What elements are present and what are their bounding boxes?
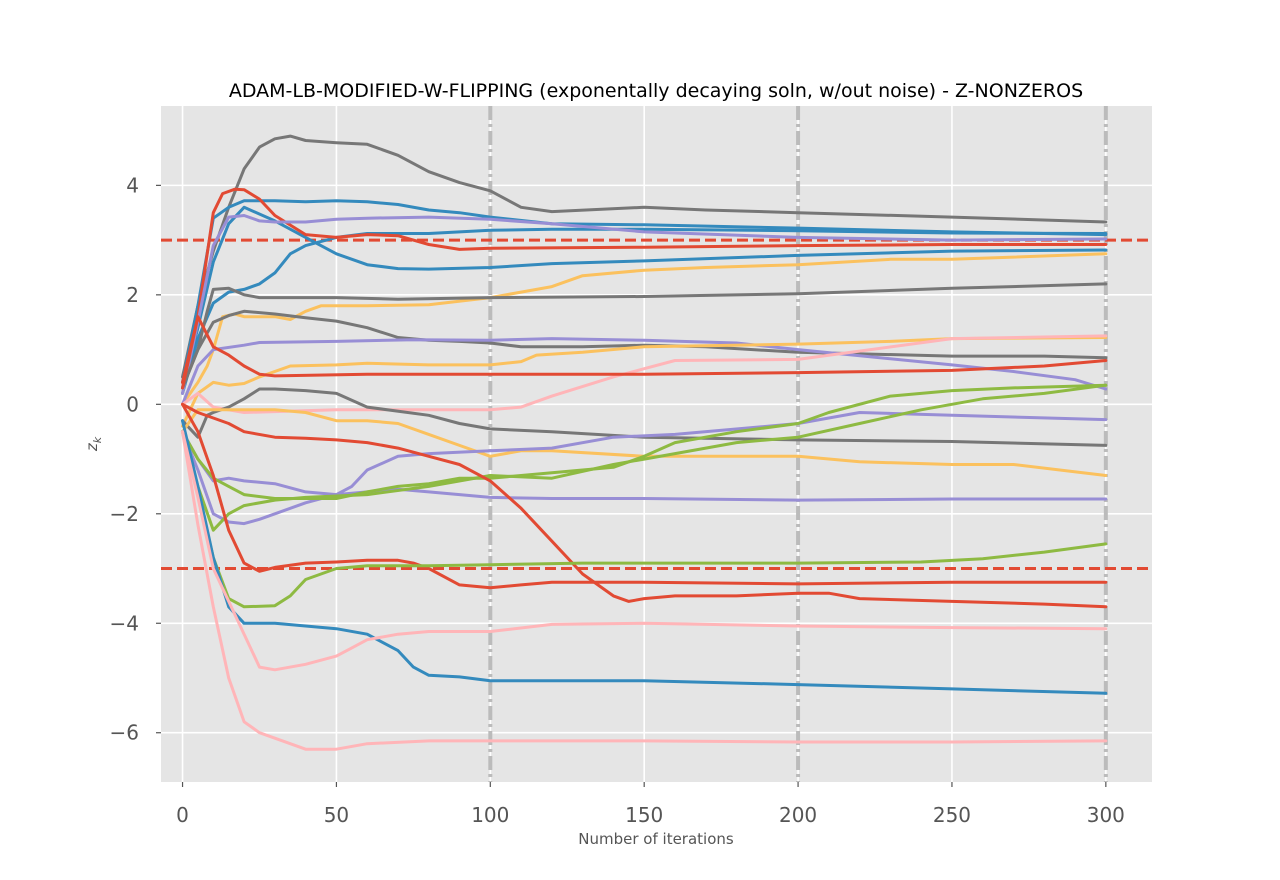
- x-tick-label: 0: [176, 803, 189, 827]
- y-axis-label: zk: [83, 436, 104, 452]
- x-axis-label: Number of iterations: [578, 830, 734, 848]
- series-line: [181, 205, 1108, 390]
- y-tick-label: −6: [110, 721, 139, 745]
- chart-title: ADAM-LB-MODIFIED-W-FLIPPING (exponentall…: [229, 80, 1083, 102]
- y-tick-label: 4: [126, 173, 139, 197]
- series-line: [181, 214, 1108, 395]
- series-line: [181, 199, 1108, 384]
- series-line: [181, 411, 1108, 526]
- series-line: [181, 402, 1108, 590]
- y-tick-label: −2: [110, 502, 139, 526]
- series-line: [181, 252, 1108, 406]
- series-line: [181, 282, 1108, 390]
- x-tick-label: 100: [471, 803, 509, 827]
- series-lines: [181, 134, 1108, 751]
- y-tick-label: −4: [110, 611, 139, 635]
- x-tick-label: 200: [779, 803, 817, 827]
- x-tick-label: 250: [933, 803, 971, 827]
- series-line: [181, 430, 1108, 672]
- series-line: [181, 408, 1108, 477]
- series-line: [181, 134, 1108, 379]
- series-line: [181, 336, 1108, 428]
- series-line: [181, 315, 1108, 390]
- series-line: [181, 430, 1108, 751]
- series-line: [181, 402, 1108, 609]
- y-tick-labels: −6 −4 −2 0 2 4: [110, 173, 161, 745]
- series-line: [181, 383, 1108, 532]
- x-tick-label: 300: [1087, 803, 1125, 827]
- series-line: [181, 227, 1108, 395]
- x-tick-labels: 0 50 100 150 200 250 300: [176, 782, 1125, 827]
- series-line: [181, 383, 1108, 500]
- series-line: [181, 419, 1108, 695]
- y-tick-label: 2: [126, 283, 139, 307]
- x-tick-label: 150: [625, 803, 663, 827]
- x-tick-label: 50: [324, 803, 349, 827]
- y-tick-label: 0: [126, 392, 139, 416]
- series-line: [181, 187, 1108, 384]
